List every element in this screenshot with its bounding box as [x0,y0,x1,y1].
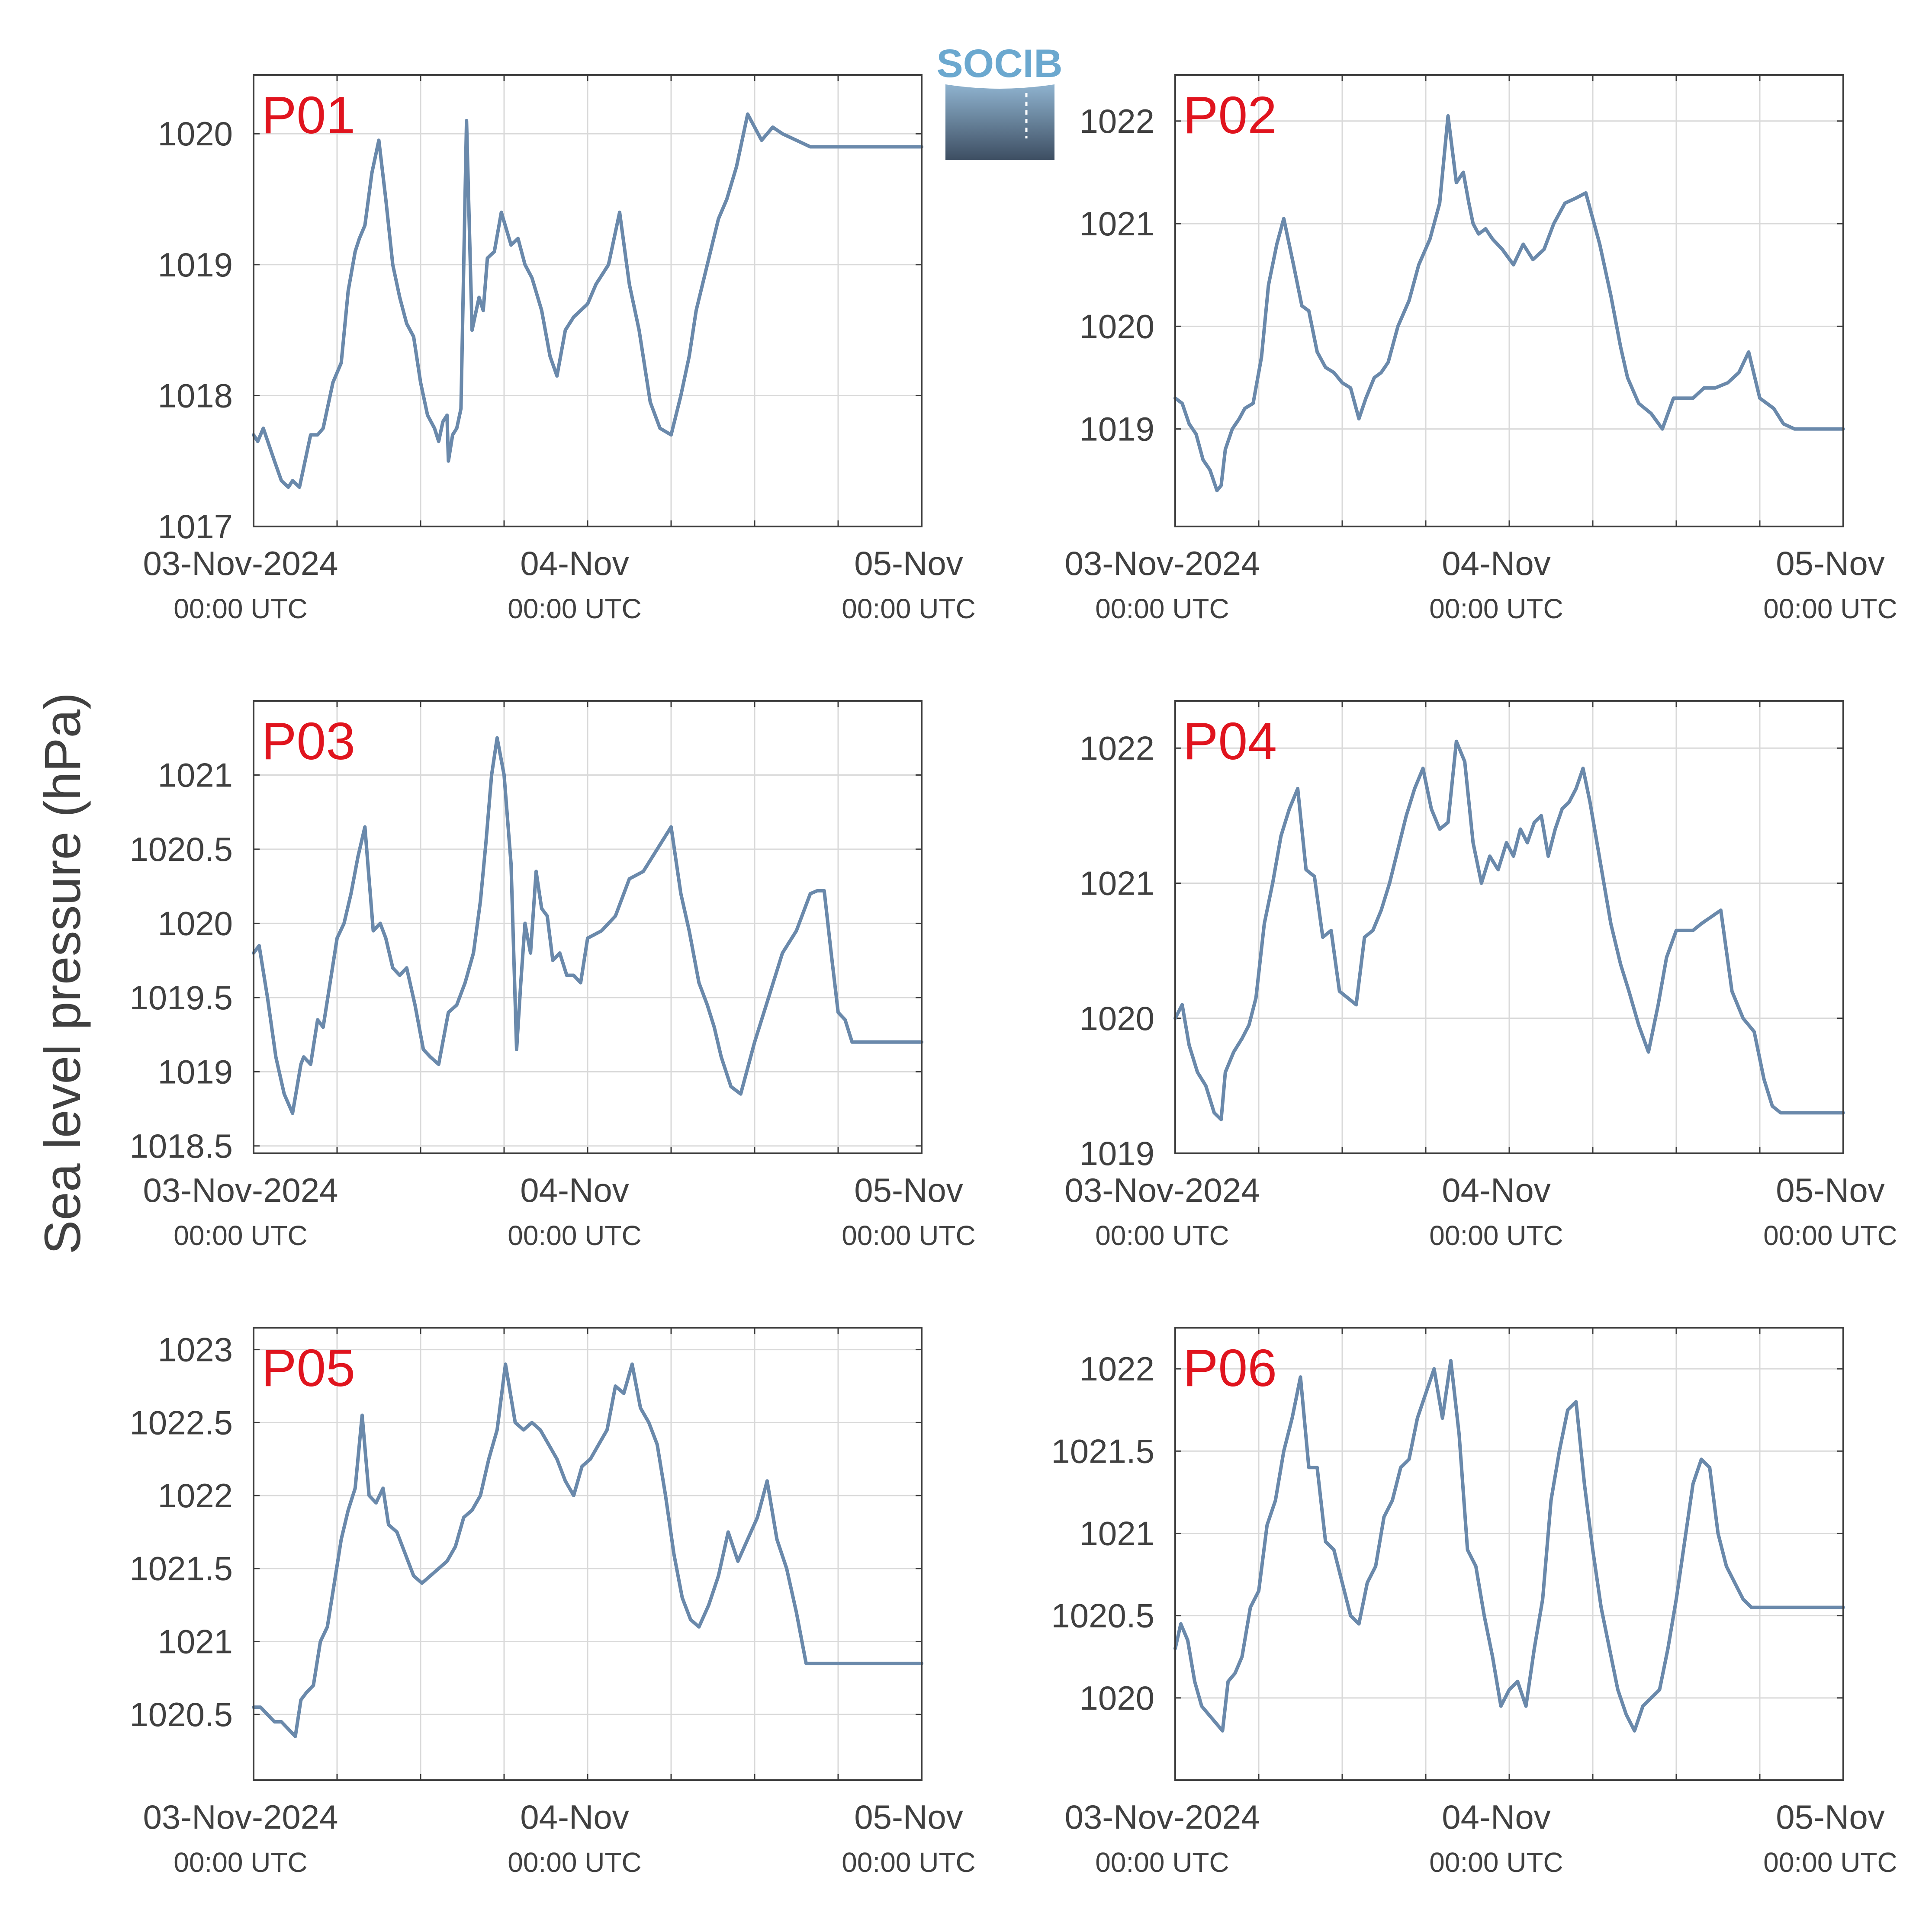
x-tick-date-label: 03-Nov-2024 [143,1171,338,1209]
panel-label: P06 [1183,1338,1277,1397]
x-tick-date-label: 04-Nov [520,1798,629,1836]
axes-frame [253,1327,923,1781]
x-tick-date-label: 05-Nov [1776,1171,1884,1209]
y-tick-label: 1021.5 [1051,1432,1154,1470]
panel-p05: 1020.5 1021 1021.5 1022 1022.5 1023 P05 03-Nov-… [129,1327,976,1878]
y-tick-label: 1021 [1079,205,1154,243]
axes-frame [1174,1327,1844,1781]
panel-label: P04 [1183,712,1277,770]
pressure-series-line [252,112,923,489]
figure-ylabel: Sea level pressure (hPa) [34,693,91,1255]
x-tick-time-label: 00:00 UTC [174,593,307,624]
y-tick-label: 1019 [158,1053,233,1091]
y-tick-label: 1020.5 [129,1695,233,1733]
x-tick-date-label: 03-Nov-2024 [1065,1798,1260,1836]
y-tick-label: 1021 [1079,864,1154,902]
x-tick-time-label: 00:00 UTC [842,1847,975,1878]
x-tick-date-label: 05-Nov [1776,544,1884,582]
y-tick-label: 1019 [1079,410,1154,448]
y-tick-label: 1020 [1079,999,1154,1037]
y-tick-label: 1020.5 [1051,1597,1154,1635]
y-tick-label: 1020 [1079,1679,1154,1717]
x-tick-date-label: 05-Nov [1776,1798,1884,1836]
x-tick-date-label: 03-Nov-2024 [1065,544,1260,582]
pressure-series-line [252,736,923,1115]
x-tick-time-label: 00:00 UTC [508,1847,641,1878]
pressure-series-line [1173,1359,1845,1733]
y-tick-label: 1020 [1079,307,1154,345]
x-tick-time-label: 00:00 UTC [174,1220,307,1251]
panel-p06: 1020 1020.5 1021 1021.5 1022 P06 03-Nov-2024 00… [1051,1327,1897,1878]
x-tick-date-label: 05-Nov [854,1798,963,1836]
y-tick-label: 1020 [158,904,233,942]
x-tick-date-label: 03-Nov-2024 [143,1798,338,1836]
axes-frame [1174,700,1844,1154]
y-tick-label: 1020 [158,115,233,153]
x-tick-time-label: 00:00 UTC [842,1220,975,1251]
y-tick-label: 1021.5 [129,1550,233,1588]
x-tick-time-label: 00:00 UTC [508,593,641,624]
x-tick-time-label: 00:00 UTC [1429,593,1563,624]
x-tick-time-label: 00:00 UTC [842,593,975,624]
y-tick-label: 1018.5 [129,1127,233,1165]
y-tick-label: 1019 [158,246,233,284]
pressure-series-line [1173,739,1845,1121]
y-tick-label: 1017 [158,507,233,546]
y-tick-label: 1022 [1079,1350,1154,1388]
x-tick-date-label: 03-Nov-2024 [1065,1171,1260,1209]
x-tick-time-label: 00:00 UTC [1095,1220,1229,1251]
x-tick-time-label: 00:00 UTC [1095,1847,1229,1878]
panel-p04: 1019 1020 1021 1022 P04 03-Nov-2024 00:00 UTC 0… [1065,700,1897,1251]
logo-sea-shape [945,84,1054,160]
panel-label: P05 [261,1338,355,1397]
y-tick-label: 1022 [1079,729,1154,767]
y-tick-label: 1020.5 [129,830,233,868]
y-tick-label: 1021 [158,1622,233,1660]
x-tick-time-label: 00:00 UTC [1763,1847,1897,1878]
x-tick-date-label: 04-Nov [1442,1798,1550,1836]
x-tick-date-label: 04-Nov [1442,1171,1550,1209]
x-tick-date-label: 05-Nov [854,1171,963,1209]
x-tick-date-label: 04-Nov [1442,544,1550,582]
panel-p03: 1018.5 1019 1019.5 1020 1020.5 1021 P03 03-Nov-… [129,700,976,1251]
y-tick-label: 1021 [158,756,233,794]
y-tick-label: 1022 [1079,102,1154,140]
panel-label: P02 [1183,86,1277,144]
logo-text: SOCIB [936,42,1062,86]
panel-p02: 1019 1020 1021 1022 P02 03-Nov-2024 00:00 UTC 0… [1065,74,1897,624]
x-tick-time-label: 00:00 UTC [1429,1220,1563,1251]
x-tick-time-label: 00:00 UTC [1095,593,1229,624]
axes-frame [253,700,923,1154]
pressure-series-line [252,1362,923,1738]
x-tick-time-label: 00:00 UTC [174,1847,307,1878]
socib-logo: SOCIB [936,42,1063,160]
x-tick-date-label: 05-Nov [854,544,963,582]
x-tick-time-label: 00:00 UTC [508,1220,641,1251]
y-tick-label: 1019.5 [129,979,233,1017]
x-tick-time-label: 00:00 UTC [1763,1220,1897,1251]
panel-label: P03 [261,712,355,770]
axes-frame [1174,74,1844,527]
axes-frame [253,74,923,527]
x-tick-date-label: 03-Nov-2024 [143,544,338,582]
panel-p01: 1017 1018 1019 1020 P01 03-Nov-2024 00:00 UTC 0… [143,74,976,624]
y-tick-label: 1022.5 [129,1403,233,1441]
x-tick-time-label: 00:00 UTC [1429,1847,1563,1878]
x-tick-date-label: 04-Nov [520,544,629,582]
pressure-series-line [1173,114,1845,492]
y-tick-label: 1022 [158,1476,233,1515]
y-tick-label: 1018 [158,376,233,414]
panel-label: P01 [261,86,355,144]
y-tick-label: 1023 [158,1331,233,1369]
y-tick-label: 1021 [1079,1514,1154,1552]
x-tick-time-label: 00:00 UTC [1763,593,1897,624]
y-tick-label: 1019 [1079,1134,1154,1172]
x-tick-date-label: 04-Nov [520,1171,629,1209]
